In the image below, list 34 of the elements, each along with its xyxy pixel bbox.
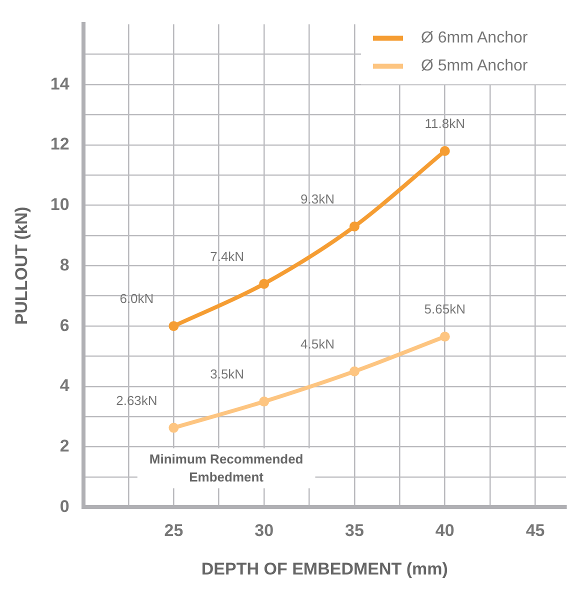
point (349, 221, 360, 232)
data-label: 6.0kN (120, 291, 154, 306)
y-tick-label: 0 (60, 496, 70, 516)
data-label: 7.4kN (210, 248, 244, 264)
point (349, 366, 360, 376)
point (440, 146, 450, 156)
point (440, 332, 450, 342)
data-label: 11.8kN (424, 116, 465, 132)
y-tick-label: 4 (60, 376, 70, 396)
x-tick-label: 25 (164, 521, 184, 540)
data-label: 5.65kN (424, 302, 466, 317)
data-label: 9.3kN (300, 192, 334, 207)
point (259, 396, 270, 407)
data-label: 3.5kN (210, 366, 244, 382)
x-tick-label: 35 (345, 521, 364, 540)
point (259, 278, 270, 289)
data-label: 2.63kN (116, 392, 158, 408)
annotation: Minimum Recommended Embedment (149, 451, 304, 484)
y-tick-label: 10 (50, 195, 70, 214)
point (168, 422, 179, 433)
x-tick-label: 45 (526, 521, 545, 540)
x-tick-label: 30 (254, 521, 274, 540)
legend-label: Ø 6mm Anchor (421, 30, 528, 47)
point (168, 321, 179, 332)
y-tick-label: 12 (50, 134, 70, 154)
data-label: 4.5kN (300, 336, 334, 352)
x-tick-label: 40 (435, 521, 454, 540)
y-tick-label: 6 (60, 316, 70, 335)
x-axis-title: DEPTH OF EMBEDMENT (mm) (201, 559, 448, 578)
y-axis-title: PULLOUT (kN) (12, 206, 31, 325)
y-tick-label: 8 (60, 255, 70, 274)
y-tick-label: 2 (60, 436, 70, 456)
y-tick-label: 14 (50, 74, 70, 94)
legend-label: Ø 5mm Anchor (421, 58, 528, 75)
